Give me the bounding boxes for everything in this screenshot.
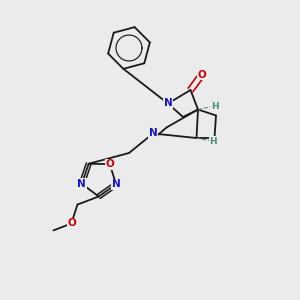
Text: O: O xyxy=(197,70,206,80)
Text: N: N xyxy=(164,98,172,109)
Text: N: N xyxy=(112,179,120,189)
Text: O: O xyxy=(67,218,76,229)
Text: O: O xyxy=(106,159,114,169)
Text: H: H xyxy=(211,102,218,111)
Text: H: H xyxy=(209,136,217,146)
Text: N: N xyxy=(77,179,86,189)
Text: N: N xyxy=(148,128,158,139)
